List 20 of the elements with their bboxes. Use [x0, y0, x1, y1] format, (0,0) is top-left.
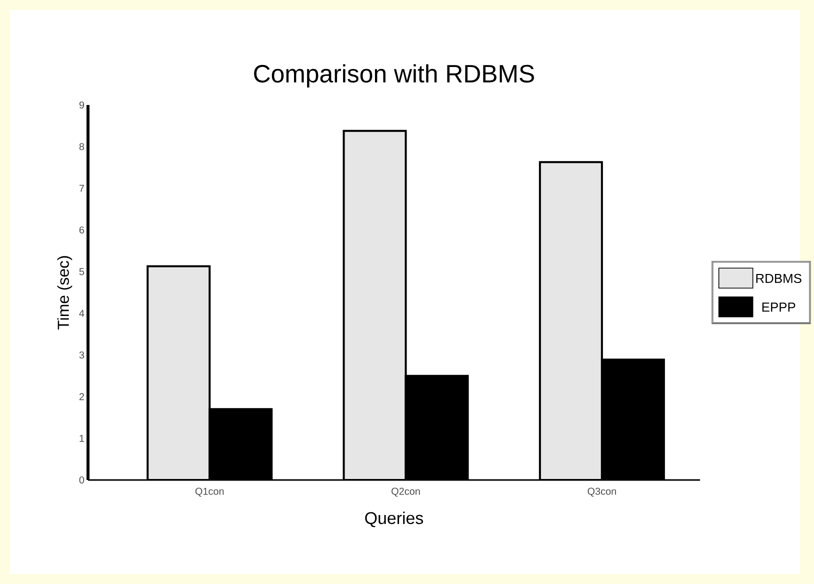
bar [146, 265, 211, 480]
y-tick-label: 1 [80, 434, 84, 442]
legend-label: EPPP [762, 302, 796, 312]
y-tick-label: 9 [79, 101, 84, 109]
bar [342, 130, 407, 480]
legend-label: RDBMS [756, 274, 802, 283]
x-tick-label: Q2con [392, 488, 420, 497]
x-axis-title: Queries [365, 512, 424, 528]
y-tick-label: 3 [79, 351, 84, 359]
y-tick-label: 7 [79, 184, 84, 192]
y-axis-title: Time (sec) [57, 256, 72, 330]
y-tick-label: 6 [79, 226, 84, 234]
x-tick-label: Q3con [588, 488, 616, 497]
y-tick-label: 8 [79, 143, 84, 150]
y-tick-label: 2 [79, 393, 84, 400]
chart-title: Comparison with RDBMS [254, 64, 534, 88]
y-tick-label: 5 [79, 268, 84, 276]
y-tick-label: 4 [79, 310, 84, 317]
x-tick-label: Q1con [195, 488, 224, 497]
y-tick-label: 0 [79, 476, 84, 484]
